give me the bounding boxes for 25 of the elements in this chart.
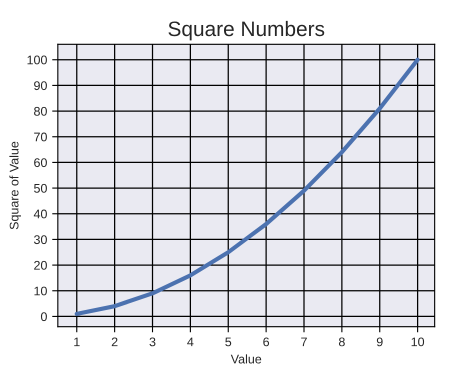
x-tick-label: 1	[74, 338, 80, 346]
y-tick-label: 100	[28, 56, 47, 64]
line-series	[74, 58, 420, 316]
y-tick-label: 70	[34, 132, 47, 142]
x-tick-label: 4	[187, 338, 194, 346]
x-tick-label: 10	[412, 337, 424, 346]
y-tick-label: 80	[34, 106, 47, 116]
y-axis-title: Square of Value	[9, 142, 21, 230]
y-tick-label: 60	[34, 158, 47, 168]
chart-title: Square Numbers	[168, 20, 324, 40]
y-tick-label: 50	[34, 184, 47, 193]
x-tick-label: 5	[225, 338, 232, 346]
x-tick-label: 7	[301, 338, 307, 346]
x-tick-label: 8	[338, 337, 345, 346]
y-tick-label: 30	[34, 235, 47, 244]
x-tick-label: 3	[150, 337, 156, 346]
x-tick-label: 6	[263, 337, 270, 346]
x-axis-title: Value	[230, 354, 262, 364]
y-tick-label: 10	[34, 286, 47, 296]
y-tick-label: 90	[34, 81, 47, 90]
y-tick-label: 0	[40, 312, 47, 322]
y-tick-label: 40	[34, 210, 47, 218]
x-tick-label: 9	[376, 337, 383, 346]
y-tick-label: 20	[34, 260, 47, 270]
x-tick-label: 2	[112, 337, 118, 346]
